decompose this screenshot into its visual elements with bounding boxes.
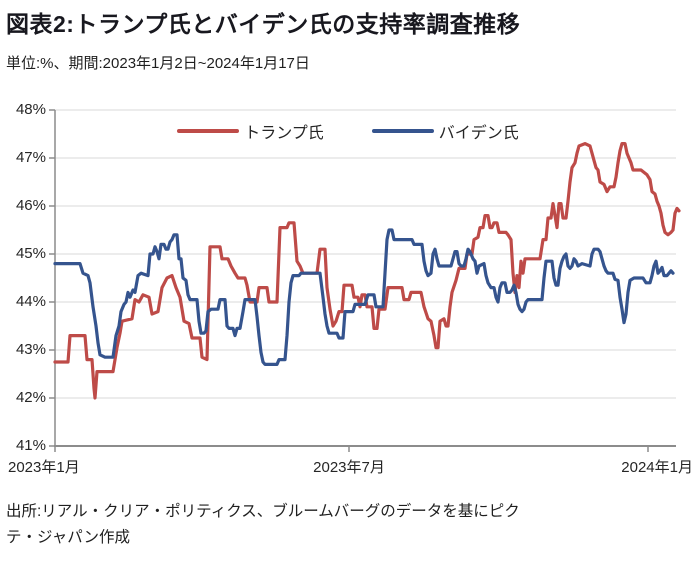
y-axis-tick-label-44: 44%: [15, 293, 46, 310]
biden-line-swatch-icon: [371, 129, 434, 133]
y-axis-tick-label-45: 45%: [15, 245, 46, 262]
y-axis-tick-label-43: 43%: [15, 341, 46, 358]
legend-item-biden: バイデン氏: [371, 119, 519, 143]
x-axis-tick-label-1: 2023年7月: [313, 459, 385, 476]
source-note: 出所:リアル・クリア・ポリティクス、ブルームバーグのデータを基にピク テ・ジャパ…: [6, 499, 692, 551]
chart-subtitle: 単位:%、期間:2023年1月2日~2024年1月17日: [6, 55, 310, 72]
chart-legend: トランプ氏 バイデン氏: [0, 120, 696, 142]
legend-label-trump: トランプ氏: [244, 125, 324, 142]
source-note-line2: テ・ジャパン作成: [6, 529, 131, 546]
y-axis-tick-label-42: 42%: [15, 389, 46, 406]
y-axis-tick-label-47: 47%: [15, 149, 46, 166]
source-note-line1: 出所:リアル・クリア・ポリティクス、ブルームバーグのデータを基にピク: [6, 503, 520, 520]
legend-label-biden: バイデン氏: [438, 125, 519, 142]
series-line-biden: [53, 228, 675, 366]
legend-item-trump: トランプ氏: [177, 119, 324, 143]
chart-title: 図表2:トランプ氏とバイデン氏の支持率調査推移: [6, 11, 521, 37]
y-axis-tick-label-41: 41%: [15, 437, 46, 454]
x-axis-tick-label-0: 2023年1月: [8, 459, 80, 476]
trump-line-swatch-icon: [177, 129, 240, 133]
y-axis-tick-label-46: 46%: [15, 197, 46, 214]
series-line-trump: [53, 142, 681, 400]
y-axis-tick-label-48: 48%: [15, 101, 46, 118]
x-axis-tick-label-2: 2024年1月: [621, 459, 693, 476]
